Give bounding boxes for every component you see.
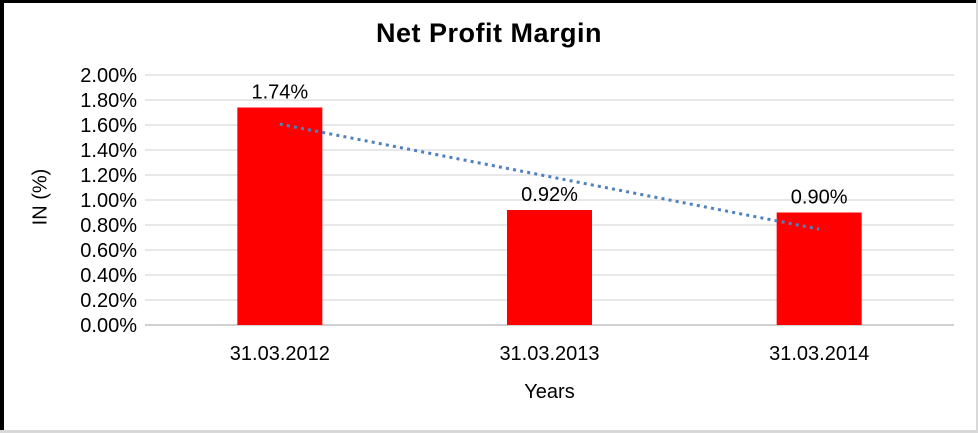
y-tick-label: 1.40%: [80, 140, 137, 162]
y-axis-title: IN (%): [29, 168, 52, 226]
bar: [237, 107, 323, 325]
data-label: 0.92%: [521, 184, 578, 206]
y-tick-label: 2.00%: [80, 65, 137, 87]
frame-border-bottom: [0, 430, 978, 433]
x-category-label: 31.03.2013: [499, 343, 599, 365]
data-label: 0.90%: [791, 187, 848, 209]
x-category-label: 31.03.2014: [769, 343, 869, 365]
bar: [776, 212, 862, 325]
y-tick-label: 1.80%: [80, 90, 137, 112]
frame-border-top: [0, 0, 978, 3]
y-tick-label: 0.40%: [80, 265, 137, 287]
bar: [507, 210, 592, 325]
data-label: 1.74%: [251, 82, 308, 104]
frame-border-right: [976, 0, 978, 433]
x-axis-title: Years: [524, 381, 575, 403]
y-tick-label: 1.20%: [80, 165, 137, 187]
trendline: [279, 122, 820, 231]
y-tick-label: 0.60%: [80, 240, 137, 262]
y-tick-label: 1.60%: [80, 115, 137, 137]
y-tick-label: 0.20%: [80, 290, 137, 312]
y-tick-label: 1.00%: [80, 190, 137, 212]
chart-title: Net Profit Margin: [375, 18, 602, 48]
x-category-label: 31.03.2012: [230, 343, 330, 365]
frame-border-left: [0, 0, 4, 433]
y-tick-label: 0.80%: [80, 215, 137, 237]
y-tick-label: 0.00%: [80, 315, 137, 337]
